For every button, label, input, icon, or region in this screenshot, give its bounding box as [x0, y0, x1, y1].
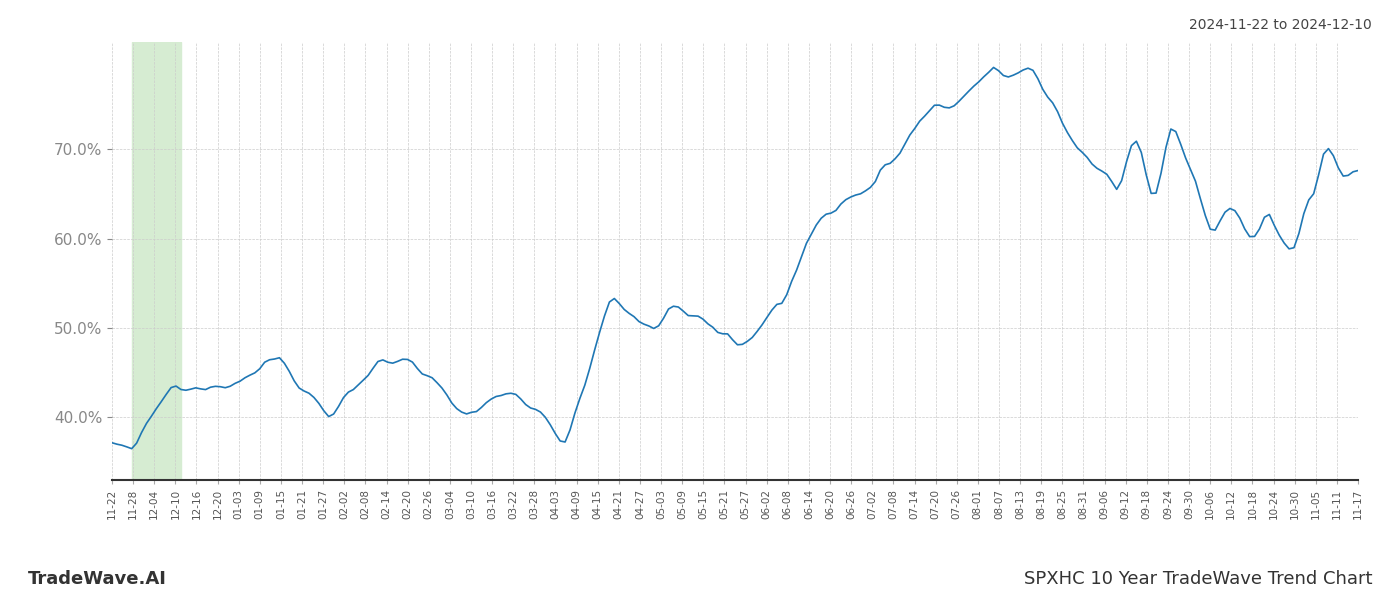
Text: SPXHC 10 Year TradeWave Trend Chart: SPXHC 10 Year TradeWave Trend Chart — [1023, 570, 1372, 588]
Text: TradeWave.AI: TradeWave.AI — [28, 570, 167, 588]
Bar — [132, 42, 181, 480]
Text: 2024-11-22 to 2024-12-10: 2024-11-22 to 2024-12-10 — [1189, 18, 1372, 32]
